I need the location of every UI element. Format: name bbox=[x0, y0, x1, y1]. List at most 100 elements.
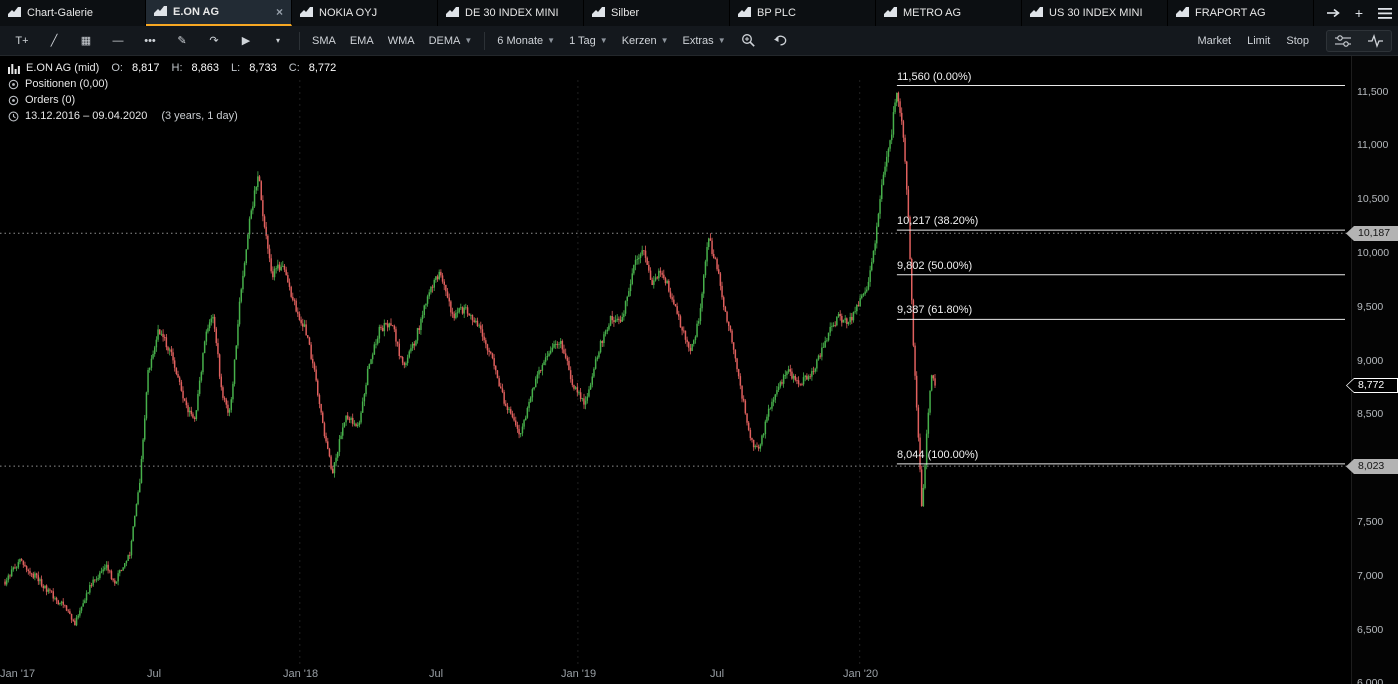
dema-dropdown[interactable]: DEMA▼ bbox=[422, 30, 480, 52]
price-axis[interactable]: 11,50011,00010,50010,0009,5009,0008,5007… bbox=[1351, 56, 1398, 684]
chevron-down-icon: ▼ bbox=[718, 36, 726, 45]
price-axis-tick: 6,500 bbox=[1357, 624, 1383, 636]
wma-button[interactable]: WMA bbox=[381, 30, 422, 52]
price-level-badge[interactable]: 8,023 bbox=[1346, 459, 1398, 474]
add-tab-icon[interactable]: + bbox=[1346, 0, 1372, 26]
clock-icon bbox=[8, 111, 19, 122]
tab-label: METRO AG bbox=[903, 7, 961, 19]
zoom-icon[interactable] bbox=[733, 30, 765, 52]
chart-icon bbox=[592, 6, 605, 20]
positions-label: Positionen (0,00) bbox=[25, 76, 108, 92]
chart-icon bbox=[300, 6, 313, 20]
tab-label: NOKIA OYJ bbox=[319, 7, 377, 19]
orders-row[interactable]: Orders (0) bbox=[8, 92, 336, 108]
chart-icon bbox=[446, 6, 459, 20]
price-axis-tick: 10,500 bbox=[1357, 193, 1389, 205]
price-axis-tick: 9,500 bbox=[1357, 301, 1383, 313]
time-axis-label: Jan '20 bbox=[843, 668, 878, 680]
chart-icon bbox=[154, 5, 167, 19]
time-axis-label: Jan '19 bbox=[561, 668, 596, 680]
tab-e-on-ag[interactable]: E.ON AG × bbox=[146, 0, 292, 26]
chart-settings-group bbox=[1326, 30, 1392, 52]
price-axis-tick: 8,500 bbox=[1357, 408, 1383, 420]
undo-icon[interactable] bbox=[765, 30, 797, 52]
tools-dropdown[interactable]: ▾ bbox=[262, 30, 294, 52]
draw-tools: T+╱▦―•••✎↷▶▾ bbox=[6, 30, 294, 52]
tab-bar: Chart-Galerie E.ON AG × NOKIA OYJ DE 30 INDE… bbox=[0, 0, 1398, 27]
chart-icon bbox=[1176, 6, 1189, 20]
pulse-icon[interactable] bbox=[1359, 31, 1391, 51]
pencil-tool[interactable]: ✎ bbox=[166, 30, 198, 52]
last-price-badge[interactable]: 8,772 bbox=[1346, 378, 1398, 393]
chart-legend: E.ON AG (mid) O:8,817 H:8,863 L:8,733 C:… bbox=[8, 60, 336, 124]
sma-button[interactable]: SMA bbox=[305, 30, 343, 52]
tab-bar-controls: + bbox=[1320, 0, 1398, 26]
sliders-icon[interactable] bbox=[1327, 31, 1359, 51]
instrument-row: E.ON AG (mid) O:8,817 H:8,863 L:8,733 C:… bbox=[8, 60, 336, 76]
order-controls: Market Limit Stop bbox=[1191, 30, 1393, 52]
close-icon[interactable]: × bbox=[272, 5, 283, 19]
more-tools[interactable]: ••• bbox=[134, 30, 166, 52]
marker-tool[interactable]: ▶ bbox=[230, 30, 262, 52]
horizontal-line-tool[interactable]: ― bbox=[102, 30, 134, 52]
market-button[interactable]: Market bbox=[1191, 30, 1239, 52]
tab-label: Silber bbox=[611, 7, 639, 19]
interval-dropdown[interactable]: 1 Tag▼ bbox=[562, 30, 615, 52]
low-value: 8,733 bbox=[249, 60, 277, 76]
extras-dropdown[interactable]: Extras▼ bbox=[676, 30, 733, 52]
close-value: 8,772 bbox=[309, 60, 337, 76]
fib-level-label: 9,387 (61.80%) bbox=[897, 304, 972, 316]
tab-metro-ag[interactable]: METRO AG bbox=[876, 0, 1022, 26]
grid-tool[interactable]: ▦ bbox=[70, 30, 102, 52]
time-axis-label: Jul bbox=[710, 668, 724, 680]
chart-area[interactable]: E.ON AG (mid) O:8,817 H:8,863 L:8,733 C:… bbox=[0, 56, 1398, 684]
stop-button[interactable]: Stop bbox=[1279, 30, 1316, 52]
chart-icon bbox=[8, 6, 21, 20]
menu-icon[interactable] bbox=[1372, 0, 1398, 26]
price-level-badge[interactable]: 10,187 bbox=[1346, 226, 1398, 241]
arc-tool[interactable]: ↷ bbox=[198, 30, 230, 52]
chart-icon bbox=[884, 6, 897, 20]
text-tool[interactable]: T+ bbox=[6, 30, 38, 52]
tab-silber[interactable]: Silber bbox=[584, 0, 730, 26]
scroll-tabs-icon[interactable] bbox=[1320, 0, 1346, 26]
chevron-down-icon: ▼ bbox=[547, 36, 555, 45]
tab-strip: Chart-Galerie E.ON AG × NOKIA OYJ DE 30 INDE… bbox=[0, 0, 1314, 26]
tab-bp-plc[interactable]: BP PLC bbox=[730, 0, 876, 26]
ema-button[interactable]: EMA bbox=[343, 30, 381, 52]
price-axis-tick: 7,500 bbox=[1357, 516, 1383, 528]
tab-chart-galerie[interactable]: Chart-Galerie bbox=[0, 0, 146, 26]
line-tool[interactable]: ╱ bbox=[38, 30, 70, 52]
instrument-icon bbox=[8, 63, 20, 74]
tab-fraport-ag[interactable]: FRAPORT AG bbox=[1168, 0, 1314, 26]
tab-label: E.ON AG bbox=[173, 6, 219, 18]
chart-toolbar: T+╱▦―•••✎↷▶▾ SMA EMA WMA DEMA▼ 6 Monate▼… bbox=[0, 26, 1398, 56]
open-value: 8,817 bbox=[132, 60, 160, 76]
open-label: O: bbox=[111, 60, 123, 76]
tab-de-30-index-mini[interactable]: DE 30 INDEX MINI bbox=[438, 0, 584, 26]
duration-label: (3 years, 1 day) bbox=[161, 108, 237, 124]
positions-row[interactable]: Positionen (0,00) bbox=[8, 76, 336, 92]
candlestick-chart bbox=[0, 56, 1352, 684]
fib-level-label: 11,560 (0.00%) bbox=[897, 71, 971, 83]
tab-us-30-index-mini[interactable]: US 30 INDEX MINI bbox=[1022, 0, 1168, 26]
tab-nokia-oyj[interactable]: NOKIA OYJ bbox=[292, 0, 438, 26]
range-dropdown[interactable]: 6 Monate▼ bbox=[490, 30, 562, 52]
chart-type-dropdown[interactable]: Kerzen▼ bbox=[615, 30, 676, 52]
tab-label: BP PLC bbox=[757, 7, 796, 19]
chevron-down-icon: ▼ bbox=[600, 36, 608, 45]
limit-button[interactable]: Limit bbox=[1240, 30, 1277, 52]
toolbar-separator bbox=[484, 32, 485, 50]
price-axis-tick: 9,000 bbox=[1357, 355, 1383, 367]
fib-level-label: 8,044 (100.00%) bbox=[897, 449, 978, 461]
chart-icon bbox=[738, 6, 751, 20]
low-label: L: bbox=[231, 60, 240, 76]
tab-label: FRAPORT AG bbox=[1195, 7, 1266, 19]
tab-label: Chart-Galerie bbox=[27, 7, 93, 19]
chevron-down-icon: ▼ bbox=[464, 36, 472, 45]
fib-level-label: 9,802 (50.00%) bbox=[897, 260, 972, 272]
fib-level-label: 10,217 (38.20%) bbox=[897, 215, 978, 227]
close-label: C: bbox=[289, 60, 300, 76]
time-axis-label: Jul bbox=[429, 668, 443, 680]
high-value: 8,863 bbox=[192, 60, 220, 76]
